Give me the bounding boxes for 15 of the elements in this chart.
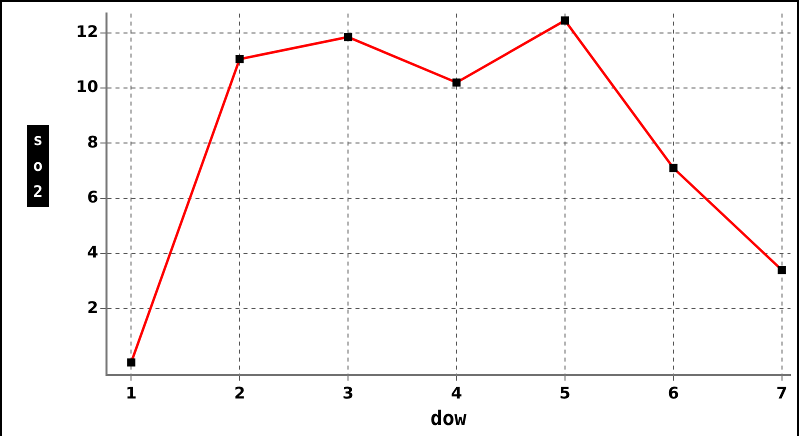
y-tick-label: 10 — [76, 77, 98, 96]
x-tick-label: 1 — [126, 384, 137, 403]
x-tick-label: 6 — [668, 384, 679, 403]
y-tick-label: 4 — [87, 242, 98, 262]
y-tick-label: 12 — [76, 22, 98, 42]
y-tick-label: 8 — [87, 132, 98, 152]
x-tick-label: 4 — [450, 384, 462, 403]
x-axis-title: dow — [430, 406, 468, 430]
x-tick-label: 5 — [559, 384, 571, 403]
x-tick-label: 3 — [342, 384, 354, 403]
y-axis-title: so2 — [27, 127, 49, 205]
y-tick-label: 2 — [87, 298, 98, 317]
x-tick-label: 7 — [776, 384, 788, 403]
y-tick-label: 6 — [87, 187, 98, 206]
x-tick-label: 2 — [234, 384, 246, 403]
